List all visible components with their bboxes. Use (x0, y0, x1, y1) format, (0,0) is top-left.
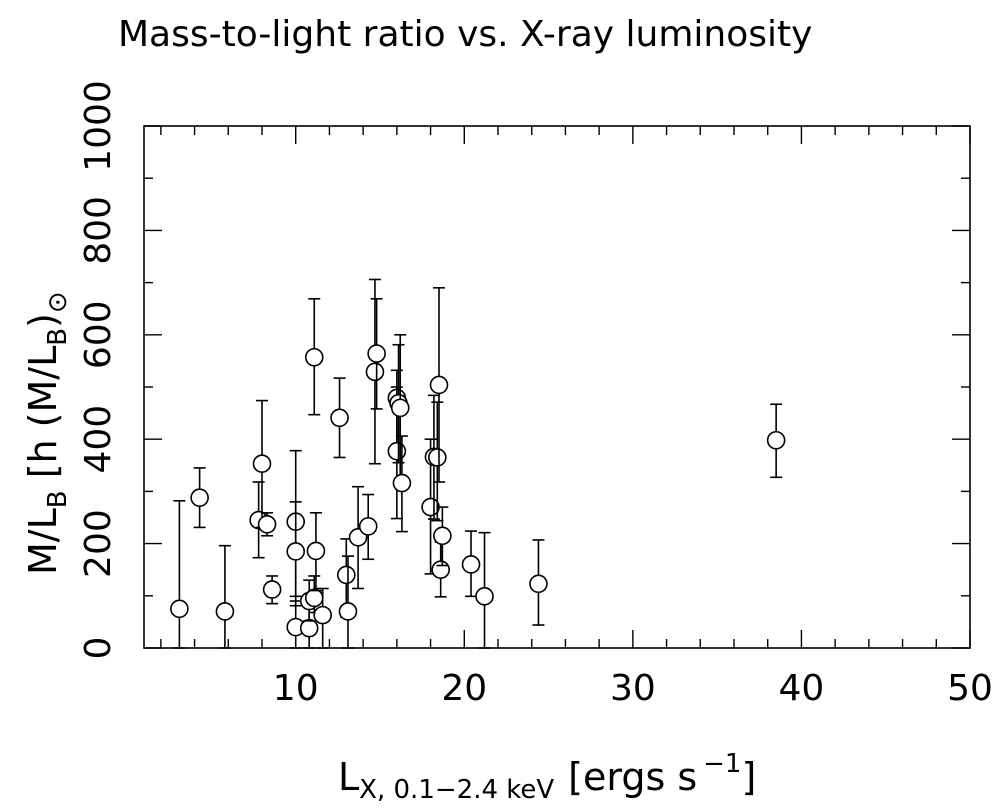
plot-frame (143, 125, 971, 649)
data-point (529, 539, 548, 626)
y-label-main: M/L (21, 508, 65, 575)
point-marker (529, 574, 548, 594)
data-point (215, 544, 235, 649)
x-tick-label: 30 (610, 668, 656, 709)
point-marker (365, 362, 385, 382)
y-tick-label: 800 (78, 196, 119, 265)
data-point (475, 531, 494, 649)
chart-title: Mass-to-light ratio vs. X-ray luminosity (118, 14, 812, 55)
y-label-subscript: B (43, 490, 73, 508)
y-tick-label: 600 (78, 300, 119, 369)
data-point (461, 530, 481, 598)
data-point (306, 512, 326, 592)
point-marker (336, 565, 356, 585)
point-marker (475, 587, 494, 606)
x-label-superscript: −1 (703, 749, 741, 779)
y-label-sun-symbol: ⊙ (43, 291, 73, 313)
data-points (170, 278, 786, 649)
point-marker (367, 344, 386, 363)
data-point (428, 401, 447, 522)
y-tick-label: 200 (78, 509, 119, 578)
point-marker (433, 526, 452, 546)
x-axis: 10 20 30 40 50 (160, 126, 993, 709)
data-point (304, 297, 324, 416)
y-axis: 0 200 400 600 800 1000 (78, 80, 970, 659)
x-tick-label: 40 (779, 668, 825, 709)
x-tick-label: 10 (273, 668, 319, 709)
point-marker (429, 375, 449, 395)
point-marker (766, 430, 786, 450)
y-label-subscript-2: B (43, 328, 73, 346)
x-label-subscript: X, 0.1−2.4 keV (359, 775, 554, 805)
point-marker (387, 441, 407, 461)
data-point (367, 297, 386, 410)
data-point (262, 575, 282, 605)
point-marker (306, 541, 326, 561)
data-point (365, 278, 385, 465)
point-marker (313, 605, 332, 625)
x-label-unit: [ergs s (568, 755, 697, 799)
data-point (190, 467, 209, 529)
y-label-mid: [h (M/L (21, 346, 65, 491)
data-point (433, 506, 452, 567)
point-marker (299, 618, 319, 638)
x-label-main: L (338, 755, 359, 799)
data-point (330, 377, 349, 459)
point-marker (215, 602, 235, 621)
point-marker (392, 473, 412, 493)
point-marker (304, 347, 324, 367)
data-point (338, 555, 358, 649)
point-marker (338, 602, 358, 621)
point-marker (286, 542, 306, 561)
point-marker (257, 514, 277, 534)
y-axis-label: M/LB [h (M/LB)⊙ (21, 291, 73, 575)
data-point (257, 512, 277, 537)
point-marker (330, 408, 349, 428)
point-marker (461, 555, 481, 574)
point-marker (190, 488, 209, 507)
data-point (429, 287, 449, 483)
x-label-close: ] (741, 755, 756, 799)
point-marker (358, 517, 378, 536)
point-marker (170, 599, 189, 619)
y-tick-label: 1000 (78, 80, 119, 172)
x-tick-label: 20 (441, 668, 487, 709)
data-point (170, 499, 189, 649)
point-marker (390, 398, 410, 418)
data-point (431, 541, 450, 598)
data-point (286, 600, 306, 649)
point-marker (431, 560, 450, 580)
point-marker (262, 580, 282, 599)
point-marker (252, 454, 272, 474)
x-tick-label: 50 (947, 668, 993, 709)
point-marker (428, 448, 447, 467)
y-tick-label: 0 (78, 637, 119, 660)
data-point (252, 399, 272, 529)
y-label-close: ) (21, 313, 65, 328)
data-point (358, 493, 378, 561)
y-tick-label: 400 (78, 405, 119, 474)
data-point (313, 587, 332, 649)
data-point (286, 501, 306, 607)
point-marker (304, 588, 324, 608)
data-point (766, 403, 786, 479)
x-axis-label: LX, 0.1−2.4 keV [ergs s −1] (338, 749, 756, 805)
data-point (392, 435, 412, 533)
